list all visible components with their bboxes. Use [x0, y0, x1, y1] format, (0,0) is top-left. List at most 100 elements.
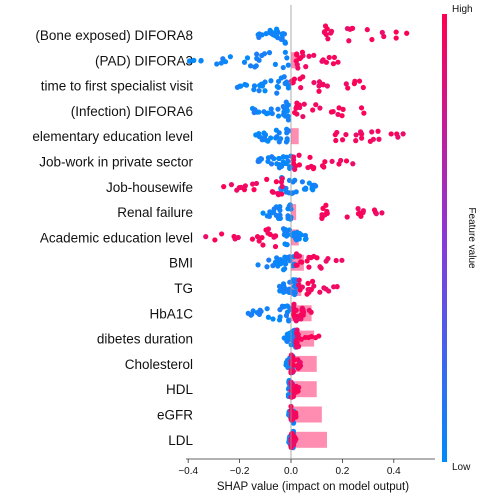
shap-point [282, 49, 288, 55]
shap-point [331, 54, 338, 61]
shap-point [274, 31, 280, 37]
x-tick-label: −0.2 [230, 466, 250, 477]
shap-point [300, 74, 306, 80]
shap-point [222, 59, 229, 65]
shap-point [288, 414, 295, 420]
shap-point [369, 129, 375, 135]
shap-point [294, 100, 300, 106]
feature-label: dibetes duration [97, 332, 193, 347]
shap-point [357, 210, 363, 216]
shap-point [299, 259, 305, 265]
shap-point [283, 189, 289, 195]
shap-point [276, 139, 282, 145]
shap-point [294, 344, 300, 350]
shap-point [285, 117, 292, 123]
shap-point [285, 128, 292, 134]
shap-point [276, 283, 283, 290]
shap-point [242, 81, 248, 88]
shap-point [259, 52, 265, 59]
shap-point [203, 234, 209, 240]
feature-label: HbA1C [149, 306, 193, 321]
shap-point [292, 316, 299, 322]
shap-point [298, 336, 304, 342]
shap-point [305, 280, 311, 286]
shap-point [221, 184, 227, 190]
shap-point [319, 215, 325, 221]
shap-point [285, 232, 291, 238]
shap-point [276, 130, 282, 136]
shap-point [281, 283, 287, 290]
shap-point [273, 179, 280, 185]
shap-point [262, 132, 269, 138]
shap-point [238, 83, 244, 89]
shap-point [263, 31, 269, 37]
shap-point [254, 234, 261, 240]
shap-point [256, 34, 262, 40]
shap-point [291, 311, 297, 317]
shap-point [353, 132, 359, 138]
x-tick-label: 0.4 [387, 466, 401, 477]
shap-point [323, 258, 329, 264]
shap-point [279, 183, 285, 190]
shap-point [287, 258, 293, 264]
shap-point [317, 289, 323, 295]
shap-point [291, 154, 297, 160]
importance-bar [291, 431, 327, 448]
shap-point [260, 210, 266, 216]
shap-point [242, 183, 248, 189]
shap-point [306, 180, 312, 186]
shap-point [293, 189, 299, 195]
shap-point [320, 205, 326, 211]
shap-point [320, 82, 326, 88]
shap-point [369, 36, 375, 43]
shap-point [302, 236, 309, 242]
shap-point [317, 264, 323, 270]
importance-bar [291, 204, 297, 221]
shap-point [274, 256, 280, 262]
feature-label: LDL [168, 433, 193, 448]
shap-point [379, 210, 385, 216]
shap-point [375, 128, 381, 134]
shap-point [292, 279, 298, 285]
shap-point [343, 81, 349, 87]
shap-point [370, 136, 376, 142]
shap-point [303, 64, 309, 70]
shap-point [214, 61, 220, 67]
shap-point [275, 84, 282, 91]
shap-point [274, 26, 280, 32]
shap-point [268, 78, 274, 84]
shap-point [191, 57, 197, 63]
shap-point [270, 316, 276, 322]
shap-point [275, 190, 281, 197]
shap-point [331, 284, 337, 290]
feature-label: Academic education level [40, 230, 193, 245]
shap-point [295, 357, 301, 363]
shap-point [360, 84, 366, 91]
shap-point [330, 61, 337, 67]
shap-point [285, 62, 291, 68]
shap-point [280, 30, 286, 37]
shap-point [299, 284, 305, 290]
shap-point [251, 187, 257, 193]
feature-label: Job-housewife [106, 180, 193, 195]
shap-point [314, 255, 320, 261]
shap-point [287, 165, 293, 171]
shap-point [264, 264, 270, 270]
shap-point [265, 314, 272, 320]
shap-point [404, 30, 410, 36]
shap-point [324, 26, 330, 32]
shap-point [271, 209, 277, 215]
shap-point [274, 134, 280, 140]
shap-point [292, 163, 299, 169]
feature-label: elementary education level [32, 129, 193, 144]
feature-label: (Infection) DIFORA6 [71, 104, 193, 119]
shap-point [268, 161, 275, 167]
feature-label: Cholesterol [125, 357, 193, 372]
shap-point [254, 51, 260, 57]
shap-point [252, 107, 258, 113]
shap-point [304, 291, 310, 297]
shap-point [264, 176, 270, 182]
shap-point [212, 237, 218, 243]
shap-point [286, 318, 292, 324]
